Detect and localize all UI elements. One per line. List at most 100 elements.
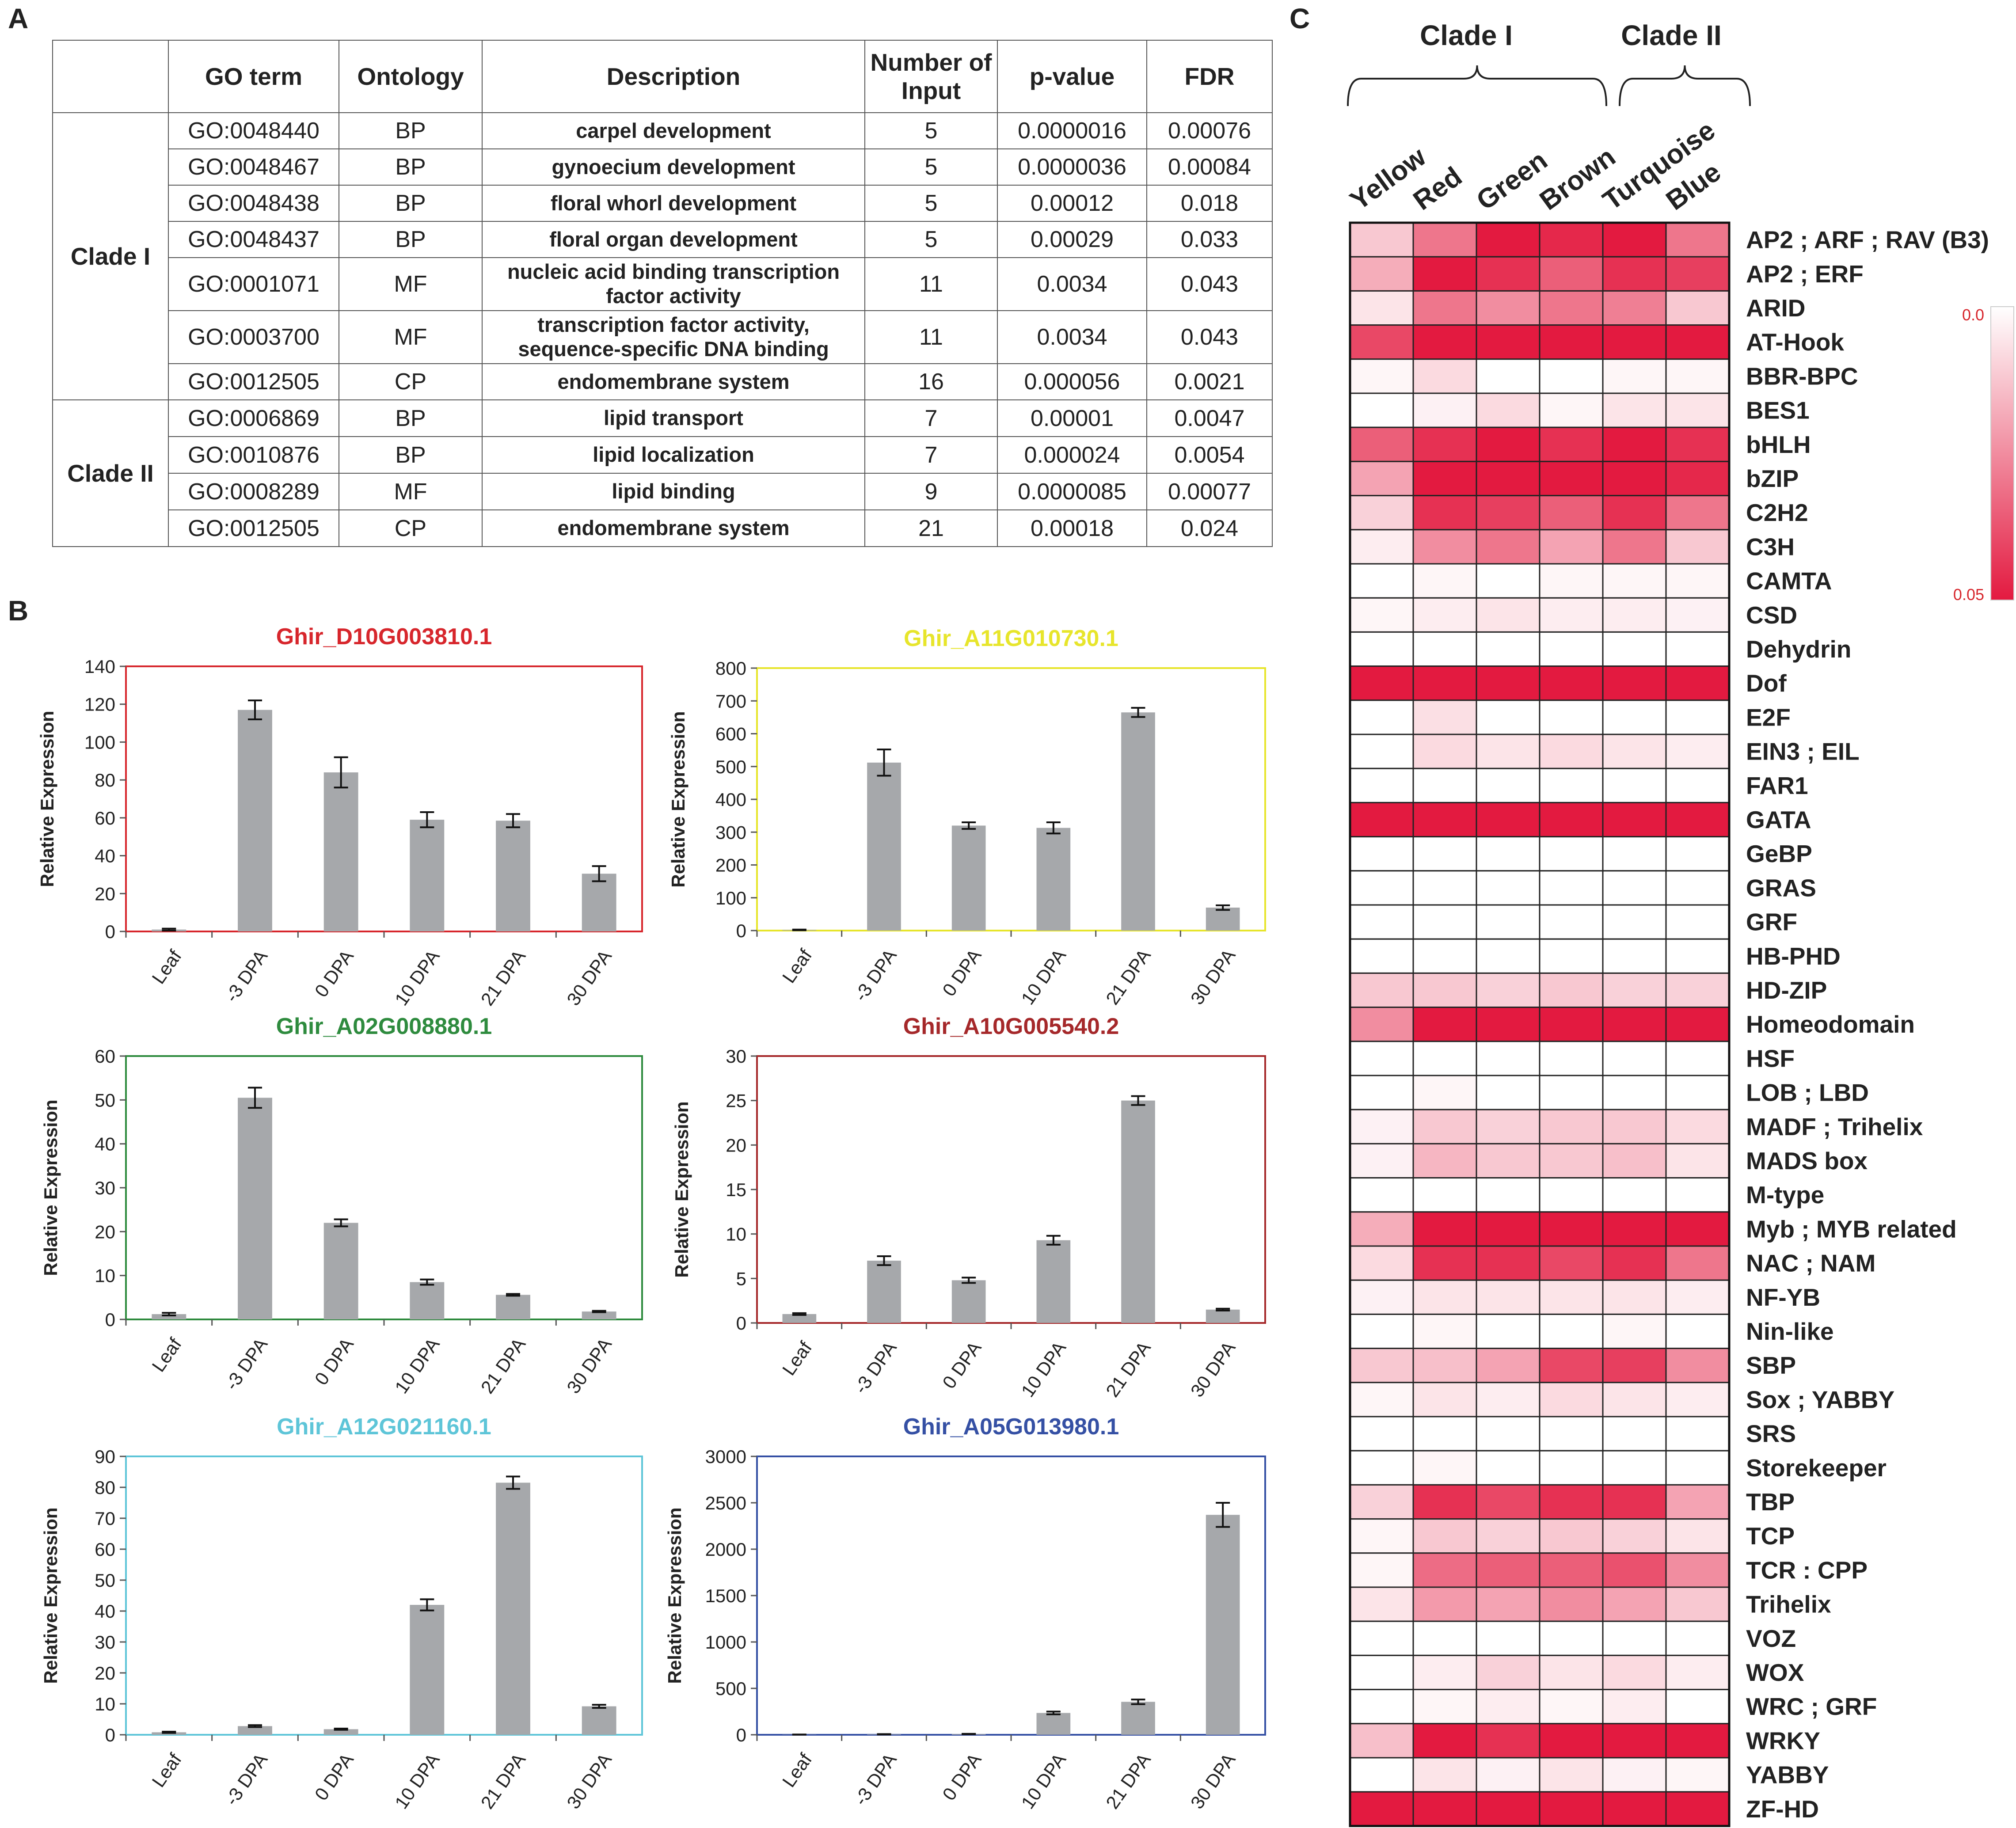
heatmap-cell [1476, 1109, 1541, 1144]
y-tick-label: 50 [95, 1570, 115, 1591]
heatmap-cell [1476, 972, 1541, 1008]
heatmap-cell [1665, 768, 1730, 803]
heatmap-cell [1349, 1177, 1414, 1213]
p-value-cell: 0.0034 [997, 310, 1147, 364]
heatmap-cell [1665, 1416, 1730, 1452]
heatmap-cell [1602, 1211, 1667, 1247]
table-row: GO:0012505 CP endomembrane system 21 0.0… [53, 509, 1273, 547]
heatmap-cell [1349, 1450, 1414, 1486]
description-cell: lipid transport [482, 399, 865, 437]
heatmap-cell [1665, 1041, 1730, 1076]
heatmap-row-label: NAC ; NAM [1746, 1250, 1875, 1277]
heatmap-row-label: bZIP [1746, 465, 1799, 492]
heatmap-cell [1476, 290, 1541, 326]
heatmap-row-label: TCR : CPP [1746, 1556, 1868, 1584]
heatmap-row-label: TBP [1746, 1488, 1795, 1516]
y-tick-label: 1500 [705, 1585, 746, 1606]
heatmap-cell [1476, 1313, 1541, 1349]
heatmap: AP2 ; ARF ; RAV (B3) AP2 ; ERF ARID AT-Hook… [1345, 19, 2014, 1827]
heatmap-cell [1602, 1279, 1667, 1315]
heatmap-row-label: YABBY [1746, 1761, 1829, 1789]
heatmap-cell [1539, 529, 1604, 565]
input-count-cell: 21 [864, 509, 998, 547]
bar [410, 1282, 445, 1319]
table-row: GO:0008289 MF lipid binding 9 0.0000085 … [53, 473, 1273, 510]
heatmap-border [1349, 221, 1731, 1827]
heatmap-cell [1349, 1484, 1414, 1520]
heatmap-cell [1539, 1518, 1604, 1554]
bar [323, 1223, 358, 1319]
x-tick-label: 10 DPA [391, 1749, 444, 1813]
heatmap-cell [1602, 529, 1667, 565]
heatmap-cell [1665, 938, 1730, 974]
bar [323, 1729, 358, 1735]
heatmap-cell [1539, 1109, 1604, 1144]
chart-title: Ghir_A12G021160.1 [277, 1414, 491, 1440]
description-cell: floral organ development [482, 221, 865, 258]
heatmap-cell [1349, 1348, 1414, 1383]
x-tick-label: 21 DPA [1102, 1749, 1155, 1813]
heatmap-cell [1412, 1450, 1477, 1486]
y-tick-label: 2000 [705, 1539, 746, 1560]
heatmap-cell [1665, 1689, 1730, 1725]
fdr-cell: 0.00084 [1146, 148, 1273, 186]
panel-label-a: A [8, 3, 29, 34]
fdr-cell: 0.0021 [1146, 363, 1273, 400]
y-tick-label: 600 [715, 724, 746, 745]
heatmap-cell [1539, 1416, 1604, 1452]
heatmap-cell [1412, 1177, 1477, 1213]
heatmap-cell [1539, 972, 1604, 1008]
heatmap-row-label: NF-YB [1746, 1284, 1820, 1311]
heatmap-cell [1539, 1245, 1604, 1281]
heatmap-cell [1602, 733, 1667, 769]
heatmap-cell [1412, 222, 1477, 258]
heatmap-cell [1665, 836, 1730, 872]
y-axis-label: Relative Expression [40, 1099, 61, 1276]
heatmap-cell [1665, 563, 1730, 599]
x-tick-label: 21 DPA [1102, 945, 1155, 1008]
heatmap-cell [1476, 495, 1541, 531]
heatmap-cell [1349, 768, 1414, 803]
heatmap-cell [1602, 324, 1667, 360]
y-tick-label: 40 [95, 1134, 115, 1155]
heatmap-cell [1412, 1757, 1477, 1793]
heatmap-cell [1412, 733, 1477, 769]
input-count-cell: 7 [864, 399, 998, 437]
heatmap-cell [1412, 1211, 1477, 1247]
y-tick-label: 100 [715, 888, 746, 908]
y-tick-label: 10 [95, 1694, 115, 1714]
heatmap-cell [1476, 1484, 1541, 1520]
heatmap-cell [1602, 426, 1667, 462]
heatmap-cell [1665, 597, 1730, 633]
heatmap-cell [1665, 1723, 1730, 1759]
heatmap-cell [1412, 1654, 1477, 1691]
heatmap-cell [1349, 460, 1414, 497]
heatmap-cell [1539, 1723, 1604, 1759]
heatmap-cell [1539, 1313, 1604, 1349]
x-tick-label: 0 DPA [311, 946, 358, 1001]
heatmap-cell [1412, 802, 1477, 838]
go-term-cell: GO:0010876 [168, 436, 339, 474]
description-cell: lipid binding [482, 473, 865, 510]
heatmap-row-label: AP2 ; ARF ; RAV (B3) [1746, 226, 1989, 254]
p-value-cell: 0.00018 [997, 509, 1147, 547]
heatmap-cell [1412, 1586, 1477, 1622]
p-value-cell: 0.000024 [997, 436, 1147, 474]
heatmap-row-label: GATA [1746, 806, 1811, 833]
heatmap-cell [1412, 1620, 1477, 1656]
x-tick-label: 30 DPA [1187, 1338, 1240, 1401]
heatmap-cell [1476, 392, 1541, 428]
y-tick-label: 10 [726, 1224, 746, 1245]
heatmap-cell [1665, 392, 1730, 428]
heatmap-cell [1412, 495, 1477, 531]
heatmap-cell [1349, 836, 1414, 872]
bar [496, 821, 530, 931]
heatmap-cell [1476, 1382, 1541, 1418]
heatmap-cell [1476, 256, 1541, 292]
heatmap-cell [1476, 324, 1541, 360]
fdr-cell: 0.043 [1146, 310, 1273, 364]
heatmap-cell [1349, 733, 1414, 769]
ontology-cell: BP [339, 399, 483, 437]
heatmap-cell [1665, 699, 1730, 735]
heatmap-cell [1349, 904, 1414, 940]
